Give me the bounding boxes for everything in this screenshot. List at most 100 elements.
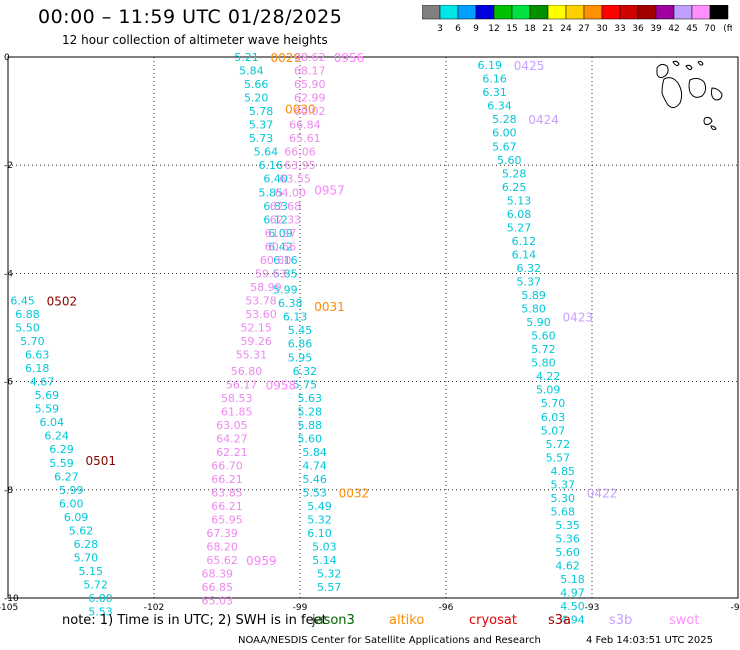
wave-height-label: 5.80 — [531, 357, 556, 370]
wave-height-label: 5.70 — [74, 551, 99, 564]
wave-height-label: 5.28 — [297, 405, 322, 418]
wave-height-label: 5.84 — [239, 65, 264, 78]
pass-time-label: 0423 — [562, 311, 593, 325]
colorbar-label: 36 — [632, 24, 644, 34]
x-tick-label: -99 — [293, 603, 308, 613]
wave-height-label: 66.21 — [211, 473, 243, 486]
wave-height-label: 65.03 — [202, 595, 234, 608]
wave-height-label: 6.29 — [49, 443, 74, 456]
map-frame — [7, 56, 739, 599]
wave-height-label: 6.24 — [44, 430, 69, 443]
wave-height-label: 5.72 — [546, 438, 571, 451]
wave-height-label: 5.63 — [297, 392, 322, 405]
pass-time-label: 0959 — [246, 554, 277, 568]
wave-height-label: 6.04 — [40, 416, 65, 429]
wave-height-label: 63.55 — [279, 173, 311, 186]
wave-height-label: 6.16 — [273, 254, 298, 267]
wave-height-label: 5.70 — [541, 397, 566, 410]
pass-time-label: 0957 — [314, 184, 345, 198]
pass-time-label: 0032 — [339, 487, 370, 501]
island-genovesa — [697, 60, 704, 66]
wave-height-label: 5.18 — [560, 573, 585, 586]
legend-swot: swot — [669, 613, 700, 628]
wave-height-label: 6.88 — [15, 308, 40, 321]
colorbar-label: 6 — [455, 24, 461, 34]
wave-height-label: 6.13 — [283, 311, 308, 324]
island-espanola — [710, 125, 717, 131]
wave-height-label: 5.45 — [288, 324, 313, 337]
pass-time-label: 0425 — [514, 59, 545, 73]
wave-height-label: 56.17 — [226, 378, 258, 391]
wave-height-label: 5.72 — [531, 343, 556, 356]
pass-time-label: 0502 — [47, 294, 78, 308]
axis-labels: -105 -102 -99 -96 -93 -90 0 -2 -4 -6 -8 -10 — [0, 53, 740, 613]
wave-height-label: 5.89 — [521, 289, 546, 302]
wave-height-label: 65.62 — [206, 554, 238, 567]
wave-height-label: 5.37 — [516, 276, 541, 289]
wave-height-label: 5.85 — [273, 267, 298, 280]
colorbar-label: 3 — [437, 24, 443, 34]
colorbar-label: 12 — [488, 24, 499, 34]
colorbar-label: 24 — [560, 24, 572, 34]
wave-height-label: 5.36 — [555, 532, 580, 545]
wave-height-label: 5.57 — [317, 581, 342, 594]
wave-height-label: 5.50 — [15, 322, 40, 335]
wave-height-label: 5.27 — [507, 221, 532, 234]
wave-height-label: 6.86 — [288, 338, 313, 351]
colorbar-label: 30 — [596, 24, 608, 34]
wave-height-label: 4.74 — [302, 459, 327, 472]
colorbar-label: 9 — [473, 24, 479, 34]
wave-height-label: 4.50 — [560, 600, 585, 613]
y-tick-label: 0 — [4, 53, 10, 63]
generated-timestamp: 4 Feb 14:03:51 UTC 2025 — [586, 635, 713, 646]
wave-height-label: 6.03 — [541, 411, 566, 424]
island-floreana — [703, 116, 713, 126]
pass-time-label: 0031 — [314, 300, 345, 314]
wave-height-label: 65.90 — [294, 78, 326, 91]
wave-height-label: 5.60 — [555, 546, 580, 559]
track-s3a: 6.456.885.505.706.636.184.675.695.596.04… — [10, 294, 116, 618]
wave-height-label: 6.08 — [507, 208, 532, 221]
wave-height-label: 5.37 — [249, 119, 274, 132]
wave-height-label: 6.16 — [259, 159, 284, 172]
altimeter-tracks: 6.456.885.505.706.636.184.675.695.596.04… — [10, 51, 617, 627]
wave-height-label: 5.68 — [551, 505, 576, 518]
wave-height-label: 6.83 — [263, 200, 288, 213]
colorbar-label: 39 — [650, 24, 662, 34]
wave-height-label: 5.21 — [234, 51, 259, 64]
x-tick-label: -96 — [439, 603, 454, 613]
wave-height-label: 6.31 — [482, 86, 507, 99]
pass-time-label: 0029 — [270, 51, 301, 65]
wave-height-label: 5.20 — [244, 92, 269, 105]
track-altiko: 5.215.845.665.205.785.375.735.646.166.40… — [234, 51, 369, 594]
wave-height-label: 5.72 — [83, 578, 108, 591]
wave-height-label: 60.56 — [265, 240, 297, 253]
wave-height-label: 6.45 — [10, 294, 35, 307]
wave-height-label: 64.27 — [216, 432, 248, 445]
wave-height-label: 6.09 — [64, 511, 89, 524]
wave-height-label: 6.32 — [516, 262, 541, 275]
map-grid — [7, 56, 739, 599]
wave-height-label: 60.02 — [294, 105, 326, 118]
wave-height-label: 5.07 — [541, 424, 566, 437]
wave-height-label: 62.99 — [294, 92, 326, 105]
colorbar-label: 15 — [506, 24, 517, 34]
wave-height-label: 5.99 — [59, 484, 84, 497]
wave-height-label: 59.63 — [255, 267, 287, 280]
credit-line: NOAA/NESDIS Center for Satellite Applica… — [238, 635, 541, 646]
wave-height-label: 6.28 — [74, 538, 99, 551]
colorbar-label: 27 — [578, 24, 589, 34]
page-subtitle: 12 hour collection of altimeter wave hei… — [62, 33, 328, 47]
wave-height-label: 66.70 — [211, 459, 243, 472]
wave-height-label: 68.39 — [202, 568, 234, 581]
colorbar-label: 21 — [542, 24, 553, 34]
wave-height-label: 5.46 — [302, 473, 327, 486]
pass-time-label: 0958 — [266, 378, 297, 392]
wave-height-label: 68.62 — [294, 51, 326, 64]
legend-s3a: s3a — [548, 613, 572, 628]
island-isabela — [656, 63, 683, 109]
wave-height-label: 4.67 — [30, 376, 55, 389]
y-tick-label: -10 — [4, 594, 19, 604]
pass-time-label: 0030 — [285, 102, 316, 116]
